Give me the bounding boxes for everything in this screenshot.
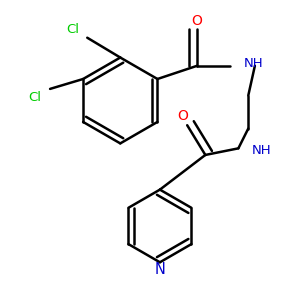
Text: NH: NH [252, 145, 271, 158]
Text: O: O [177, 109, 188, 123]
Text: Cl: Cl [29, 91, 42, 104]
Text: N: N [154, 262, 165, 277]
Text: NH: NH [243, 57, 263, 70]
Text: Cl: Cl [66, 23, 79, 36]
Text: O: O [192, 14, 203, 28]
